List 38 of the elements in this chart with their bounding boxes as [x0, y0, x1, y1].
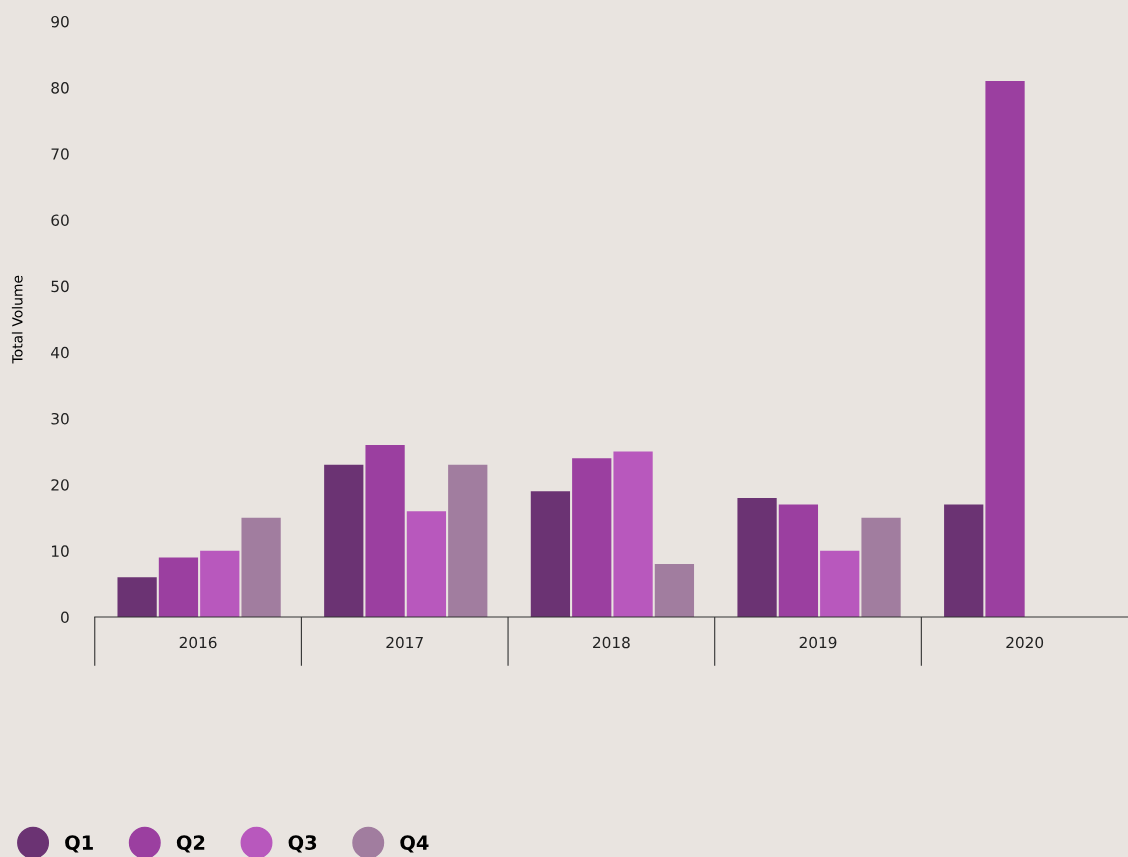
bar [406, 511, 447, 618]
bar [654, 564, 695, 618]
x-tick-label: 2018 [593, 636, 630, 649]
x-tick-label: 2016 [179, 636, 217, 649]
bar [861, 517, 901, 618]
y-tick-label: 80 [51, 82, 69, 94]
legend-label: Q3 [288, 835, 317, 853]
bar [572, 458, 612, 618]
bar [985, 80, 1025, 618]
bar [117, 577, 157, 618]
y-tick-label: 70 [51, 148, 69, 160]
bar [737, 497, 777, 618]
y-tick-label: 10 [51, 545, 69, 557]
y-tick-label: 30 [51, 412, 69, 425]
y-tick-label: 0 [61, 611, 69, 624]
y-axis-title: Total Volume [11, 275, 23, 364]
bar [778, 504, 819, 618]
legend-label: Q1 [65, 835, 93, 853]
bar [324, 464, 364, 618]
legend-label: Q4 [400, 835, 429, 853]
bar [365, 444, 405, 618]
bar [530, 491, 571, 618]
y-tick-label: 90 [51, 15, 69, 28]
bar [241, 517, 281, 618]
bar [448, 464, 488, 618]
y-tick-label: 50 [51, 280, 69, 293]
bar [158, 557, 199, 618]
y-tick-label: 60 [51, 214, 69, 226]
bar [820, 550, 860, 618]
bar [200, 550, 240, 618]
x-tick-label: 2020 [1006, 636, 1044, 649]
legend-label: Q2 [176, 835, 205, 853]
x-tick-label: 2019 [799, 636, 837, 649]
bar [613, 451, 653, 618]
y-tick-label: 20 [51, 479, 69, 491]
x-tick-label: 2017 [386, 636, 423, 649]
bar [944, 504, 984, 618]
y-tick-label: 40 [51, 346, 69, 359]
